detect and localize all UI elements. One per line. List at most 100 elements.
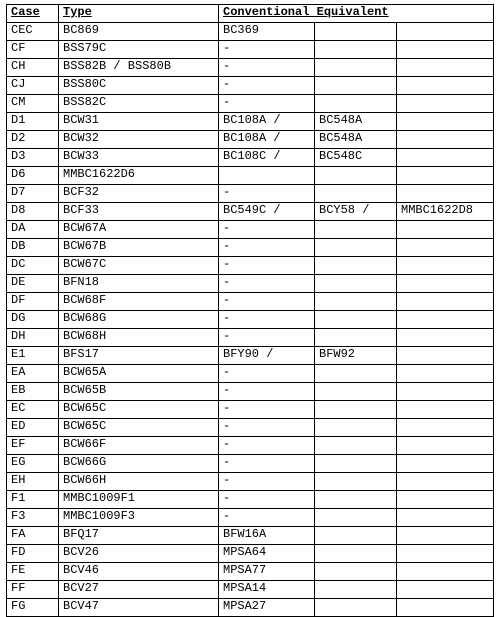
cell-conv [397, 41, 494, 59]
cell-type: BCW66G [59, 455, 219, 473]
cell-conv [315, 563, 397, 581]
cell-conv: - [219, 419, 315, 437]
cell-case: CM [7, 95, 59, 113]
cell-conv: BC548A [315, 131, 397, 149]
table-row: EFBCW66F- [7, 437, 494, 455]
table-row: D6MMBC1622D6 [7, 167, 494, 185]
cell-conv: - [219, 275, 315, 293]
cell-type: BFQ17 [59, 527, 219, 545]
cell-conv [397, 491, 494, 509]
table-row: D2BCW32BC108A /BC548A [7, 131, 494, 149]
cell-conv: BFW16A [219, 527, 315, 545]
cell-conv [397, 239, 494, 257]
table-row: DFBCW68F- [7, 293, 494, 311]
cell-conv [397, 455, 494, 473]
cell-type: BCW65C [59, 419, 219, 437]
cell-conv [397, 293, 494, 311]
cell-conv [397, 77, 494, 95]
cell-conv [315, 95, 397, 113]
cell-conv: - [219, 455, 315, 473]
cell-conv: - [219, 473, 315, 491]
equivalents-table: Case Type Conventional Equivalent CECBC8… [6, 4, 494, 617]
cell-type: BCW31 [59, 113, 219, 131]
cell-type: BC869 [59, 23, 219, 41]
cell-conv [315, 77, 397, 95]
table-row: CFBSS79C- [7, 41, 494, 59]
cell-type: BSS82B / BSS80B [59, 59, 219, 77]
cell-conv [397, 113, 494, 131]
cell-conv: BC548C [315, 149, 397, 167]
cell-type: BSS82C [59, 95, 219, 113]
cell-case: CF [7, 41, 59, 59]
table-row: DABCW67A- [7, 221, 494, 239]
cell-conv: BC108A / [219, 131, 315, 149]
cell-conv [315, 257, 397, 275]
cell-type: BCW67C [59, 257, 219, 275]
cell-case: F1 [7, 491, 59, 509]
cell-case: D2 [7, 131, 59, 149]
cell-case: FA [7, 527, 59, 545]
table-row: EGBCW66G- [7, 455, 494, 473]
cell-conv: - [219, 293, 315, 311]
cell-conv [397, 329, 494, 347]
table-row: EDBCW65C- [7, 419, 494, 437]
cell-conv [397, 257, 494, 275]
cell-conv [315, 419, 397, 437]
cell-conv [315, 599, 397, 617]
cell-type: BCV46 [59, 563, 219, 581]
cell-type: BCW68F [59, 293, 219, 311]
cell-type: BCV26 [59, 545, 219, 563]
cell-conv [315, 311, 397, 329]
cell-type: BCW67A [59, 221, 219, 239]
table-row: ECBCW65C- [7, 401, 494, 419]
table-row: DEBFN18- [7, 275, 494, 293]
table-body: CECBC869BC369CFBSS79C-CHBSS82B / BSS80B-… [7, 23, 494, 617]
cell-conv [315, 455, 397, 473]
cell-conv [315, 509, 397, 527]
cell-conv [397, 311, 494, 329]
cell-case: DB [7, 239, 59, 257]
cell-conv: BFW92 [315, 347, 397, 365]
cell-case: D6 [7, 167, 59, 185]
table-row: EABCW65A- [7, 365, 494, 383]
cell-conv: - [219, 329, 315, 347]
cell-type: BCV47 [59, 599, 219, 617]
cell-conv: - [219, 383, 315, 401]
cell-type: BCW68H [59, 329, 219, 347]
cell-conv: BFY90 / [219, 347, 315, 365]
cell-type: BCF32 [59, 185, 219, 203]
table-row: D8BCF33BC549C /BCY58 /MMBC1622D8 [7, 203, 494, 221]
table-row: FABFQ17BFW16A [7, 527, 494, 545]
cell-case: DA [7, 221, 59, 239]
cell-conv: BCY58 / [315, 203, 397, 221]
table-row: CHBSS82B / BSS80B- [7, 59, 494, 77]
table-row: E1BFS17BFY90 /BFW92 [7, 347, 494, 365]
cell-case: EH [7, 473, 59, 491]
cell-type: BCW66F [59, 437, 219, 455]
header-type: Type [59, 5, 219, 23]
cell-conv [315, 545, 397, 563]
cell-type: BCW68G [59, 311, 219, 329]
table-row: F3MMBC1009F3- [7, 509, 494, 527]
cell-case: EA [7, 365, 59, 383]
cell-conv [315, 365, 397, 383]
cell-conv: - [219, 257, 315, 275]
cell-type: BCF33 [59, 203, 219, 221]
header-case: Case [7, 5, 59, 23]
cell-case: DF [7, 293, 59, 311]
cell-conv: - [219, 437, 315, 455]
cell-conv [315, 275, 397, 293]
cell-conv: - [219, 95, 315, 113]
table-row: FDBCV26MPSA64 [7, 545, 494, 563]
table-row: EHBCW66H- [7, 473, 494, 491]
cell-conv: - [219, 77, 315, 95]
cell-type: MMBC1009F1 [59, 491, 219, 509]
table-row: EBBCW65B- [7, 383, 494, 401]
cell-conv [397, 365, 494, 383]
cell-conv: MPSA27 [219, 599, 315, 617]
cell-case: FD [7, 545, 59, 563]
table-row: CECBC869BC369 [7, 23, 494, 41]
cell-conv [397, 221, 494, 239]
cell-conv: - [219, 59, 315, 77]
cell-type: BCW65A [59, 365, 219, 383]
